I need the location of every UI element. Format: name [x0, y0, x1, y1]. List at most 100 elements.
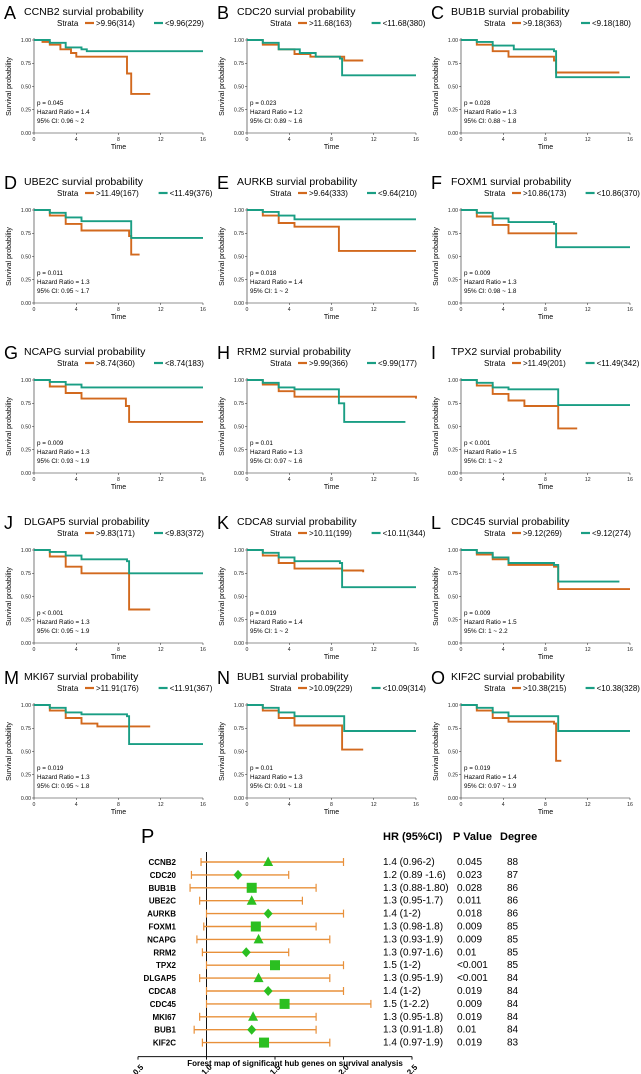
panel-title: CDC20 survial probability	[237, 6, 356, 18]
hr-point-diamond	[233, 869, 243, 880]
x-tick-label: 12	[158, 477, 164, 483]
legend-title: Strata	[57, 189, 79, 198]
hazard-ratio-text: Hazard Ratio = 1.3	[250, 449, 303, 456]
legend-label: <9.18(180)	[592, 19, 631, 28]
x-axis-label: Time	[324, 484, 339, 491]
legend-label: >9.96(314)	[96, 19, 135, 28]
legend-title: Strata	[270, 529, 292, 538]
legend-label: <11.49(342)	[597, 359, 640, 368]
y-tick-label: 0.00	[21, 641, 31, 647]
y-tick-label: 1.00	[21, 378, 31, 384]
y-tick-label: 0.00	[448, 796, 458, 802]
x-tick-label: 0	[33, 477, 36, 483]
survival-curve-low	[247, 39, 416, 77]
y-tick-label: 0.75	[21, 231, 31, 237]
degree-text: 84	[507, 973, 519, 984]
y-tick-label: 0.50	[21, 594, 31, 600]
survival-curve-high	[247, 704, 364, 751]
panel-title: FOXM1 survial probability	[451, 176, 572, 188]
legend-label: <9.12(274)	[592, 529, 631, 538]
y-tick-label: 0.25	[448, 618, 458, 624]
degree-text: 86	[507, 909, 519, 920]
p-value-text: p = 0.019	[464, 765, 491, 772]
y-tick-label: 0.25	[234, 278, 244, 284]
y-tick-label: 0.25	[234, 448, 244, 454]
survival-curve-high	[461, 549, 630, 591]
degree-text: 87	[507, 870, 519, 881]
y-tick-label: 1.00	[234, 703, 244, 709]
x-tick-label: 4	[288, 307, 291, 313]
y-tick-label: 1.00	[21, 38, 31, 44]
degree-text: 85	[507, 934, 519, 945]
y-tick-label: 1.00	[21, 548, 31, 554]
x-tick-label: 8	[330, 137, 333, 143]
hazard-ratio-text: Hazard Ratio = 1.4	[37, 109, 90, 116]
y-tick-label: 0.00	[234, 796, 244, 802]
x-tick-label: 1.5	[268, 1062, 283, 1074]
hazard-ratio-text: Hazard Ratio = 1.3	[464, 109, 517, 116]
x-tick-label: 16	[413, 137, 419, 143]
legend-label: >9.99(366)	[309, 359, 348, 368]
hr-point-square	[250, 921, 261, 932]
y-axis-label: Survival probability	[433, 57, 440, 116]
panel-letter: N	[217, 668, 230, 688]
hazard-ratio-text: Hazard Ratio = 1.5	[464, 619, 517, 626]
hr-point-square	[270, 960, 280, 971]
hr-ci-text: 1.4 (0.97-1.9)	[383, 1038, 443, 1049]
x-tick-label: 16	[200, 137, 206, 143]
y-tick-label: 0.75	[21, 61, 31, 67]
x-axis-label: Time	[538, 484, 553, 491]
y-tick-label: 0.75	[234, 726, 244, 732]
y-axis-label: Survival probability	[433, 722, 440, 781]
panel-letter: B	[217, 3, 229, 23]
y-tick-label: 0.75	[21, 571, 31, 577]
x-tick-label: 16	[627, 137, 633, 143]
p-value-text: p < 0.001	[37, 610, 64, 617]
x-tick-label: 4	[502, 802, 505, 808]
p-value-text: p = 0.028	[464, 100, 491, 107]
x-axis-label: Time	[538, 314, 553, 321]
y-tick-label: 0.00	[234, 131, 244, 137]
hr-ci-text: 1.3 (0.95-1.9)	[383, 973, 443, 984]
hazard-ratio-text: Hazard Ratio = 1.4	[250, 619, 303, 626]
p-value-text: p = 0.01	[250, 440, 273, 447]
degree-text: 85	[507, 922, 519, 933]
y-tick-label: 0.25	[21, 108, 31, 114]
y-axis-label: Survival probability	[219, 567, 226, 626]
hr-point-square	[259, 1037, 270, 1048]
x-axis-label: Time	[538, 144, 553, 151]
survival-curve-low	[461, 209, 630, 249]
gene-label: DLGAP5	[144, 974, 177, 983]
hr-ci-text: 1.5 (1-2)	[383, 960, 421, 971]
x-tick-label: 8	[330, 307, 333, 313]
p-value-text: p = 0.009	[464, 610, 491, 617]
y-tick-label: 0.00	[448, 641, 458, 647]
x-tick-label: 2.5	[405, 1062, 420, 1074]
legend-label: <8.74(183)	[165, 359, 204, 368]
y-tick-label: 0.50	[448, 254, 458, 260]
x-tick-label: 12	[158, 137, 164, 143]
y-tick-label: 1.00	[21, 208, 31, 214]
p-value-text: <0.001	[457, 973, 488, 984]
confidence-interval-text: 95% CI: 1 ~ 2	[250, 288, 289, 295]
p-value-text: p < 0.001	[464, 440, 491, 447]
x-tick-label: 0	[460, 307, 463, 313]
x-tick-label: 0	[460, 477, 463, 483]
legend-title: Strata	[484, 189, 506, 198]
x-axis-label: Time	[538, 654, 553, 661]
p-value-text: p = 0.009	[464, 270, 491, 277]
x-tick-label: 8	[117, 477, 120, 483]
panel-letter: L	[431, 513, 441, 533]
gene-label: NCAPG	[147, 935, 176, 944]
hr-ci-text: 1.4 (1-2)	[383, 909, 421, 920]
panel-letter: I	[431, 343, 436, 363]
y-tick-label: 0.75	[448, 61, 458, 67]
panel-letter: E	[217, 173, 229, 193]
panel-title: DLGAP5 survial probability	[24, 516, 150, 528]
x-axis-label: Time	[111, 484, 126, 491]
